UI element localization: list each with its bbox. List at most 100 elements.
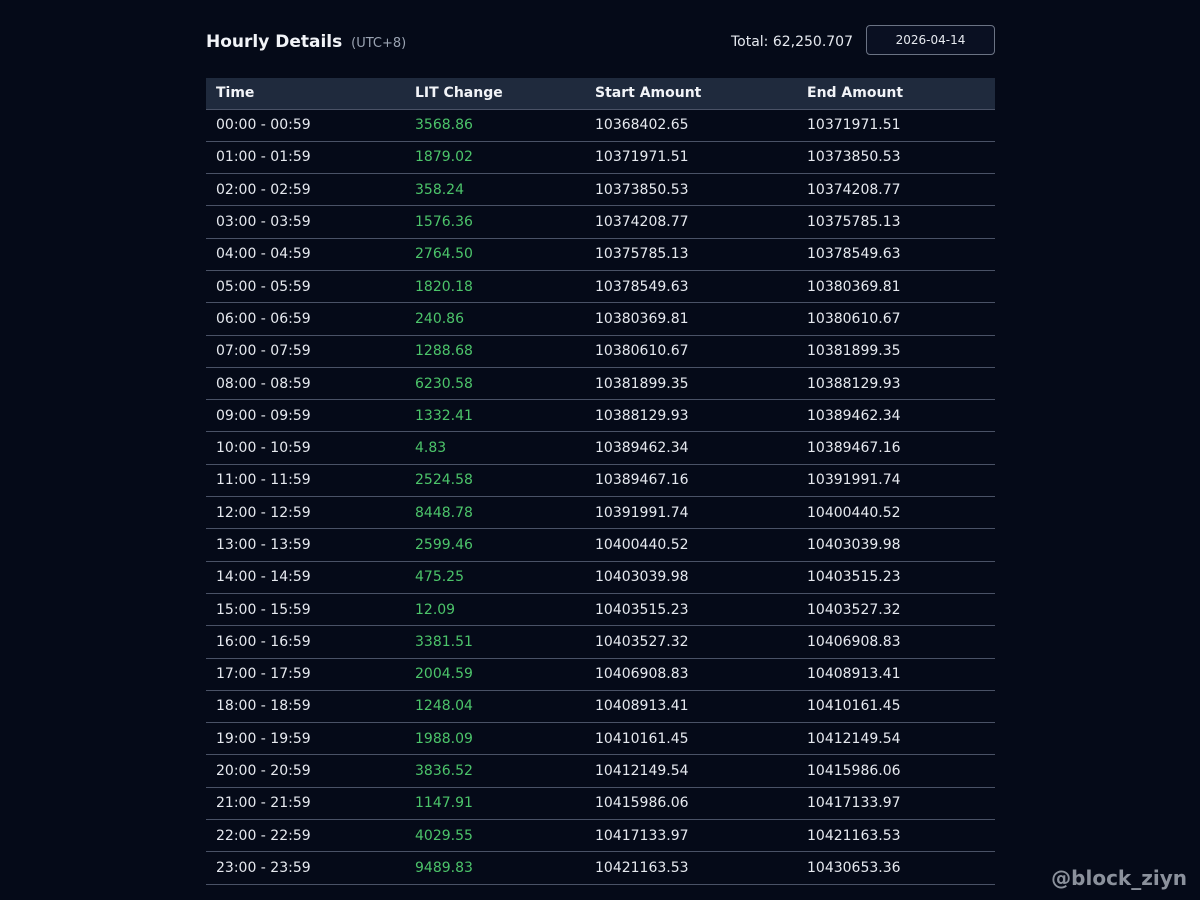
end-amount-cell: 10410161.45: [797, 690, 995, 724]
column-header-start-amount: Start Amount: [585, 78, 797, 110]
time-cell: 00:00 - 00:59: [206, 109, 405, 142]
time-cell: 13:00 - 13:59: [206, 528, 405, 562]
end-amount-cell: 10378549.63: [797, 238, 995, 271]
lit-change-cell: 1879.02: [405, 141, 585, 175]
start-amount-cell: 10371971.51: [585, 141, 797, 175]
lit-change-cell: 240.86: [405, 302, 585, 336]
table-row: 12:00 - 12:59 8448.78 10391991.74 10400440.…: [206, 496, 995, 530]
time-cell: 06:00 - 06:59: [206, 302, 405, 336]
table-row: 05:00 - 05:59 1820.18 10378549.63 10380369.…: [206, 270, 995, 304]
end-amount-cell: 10389467.16: [797, 431, 995, 465]
start-amount-cell: 10406908.83: [585, 658, 797, 691]
start-amount-cell: 10400440.52: [585, 528, 797, 562]
table-row: 10:00 - 10:59 4.83 10389462.34 10389467.16: [206, 431, 995, 465]
start-amount-cell: 10378549.63: [585, 270, 797, 304]
table-row: 19:00 - 19:59 1988.09 10410161.45 10412149.…: [206, 722, 995, 756]
end-amount-cell: 10412149.54: [797, 722, 995, 756]
page-title: Hourly Details (UTC+8): [206, 32, 406, 52]
table-row: 08:00 - 08:59 6230.58 10381899.35 10388129.…: [206, 367, 995, 401]
time-cell: 16:00 - 16:59: [206, 625, 405, 659]
time-cell: 11:00 - 11:59: [206, 464, 405, 498]
table-row: 17:00 - 17:59 2004.59 10406908.83 10408913.…: [206, 658, 995, 691]
table-row: 03:00 - 03:59 1576.36 10374208.77 10375785.…: [206, 205, 995, 239]
end-amount-cell: 10430653.36: [797, 851, 995, 885]
table-row: 04:00 - 04:59 2764.50 10375785.13 10378549.…: [206, 238, 995, 271]
start-amount-cell: 10374208.77: [585, 205, 797, 239]
time-cell: 04:00 - 04:59: [206, 238, 405, 271]
end-amount-cell: 10403527.32: [797, 593, 995, 627]
time-cell: 23:00 - 23:59: [206, 851, 405, 885]
lit-change-cell: 3568.86: [405, 109, 585, 142]
end-amount-cell: 10374208.77: [797, 173, 995, 207]
start-amount-cell: 10403039.98: [585, 561, 797, 594]
time-cell: 09:00 - 09:59: [206, 399, 405, 433]
hourly-table: Time LIT Change Start Amount End Amount …: [206, 78, 995, 885]
start-amount-cell: 10421163.53: [585, 851, 797, 885]
table-row: 20:00 - 20:59 3836.52 10412149.54 10415986.…: [206, 754, 995, 788]
column-header-end-amount: End Amount: [797, 78, 995, 110]
lit-change-cell: 1288.68: [405, 335, 585, 368]
lit-change-cell: 6230.58: [405, 367, 585, 401]
table-row: 15:00 - 15:59 12.09 10403515.23 10403527.32: [206, 593, 995, 627]
time-cell: 02:00 - 02:59: [206, 173, 405, 207]
lit-change-cell: 1248.04: [405, 690, 585, 724]
lit-change-cell: 3836.52: [405, 754, 585, 788]
time-cell: 07:00 - 07:59: [206, 335, 405, 368]
start-amount-cell: 10403527.32: [585, 625, 797, 659]
end-amount-cell: 10403039.98: [797, 528, 995, 562]
end-amount-cell: 10380610.67: [797, 302, 995, 336]
time-cell: 10:00 - 10:59: [206, 431, 405, 465]
lit-change-cell: 4029.55: [405, 819, 585, 853]
end-amount-cell: 10388129.93: [797, 367, 995, 401]
start-amount-cell: 10375785.13: [585, 238, 797, 271]
time-cell: 21:00 - 21:59: [206, 787, 405, 821]
table-row: 06:00 - 06:59 240.86 10380369.81 10380610.6…: [206, 302, 995, 336]
start-amount-cell: 10388129.93: [585, 399, 797, 433]
table-row: 07:00 - 07:59 1288.68 10380610.67 10381899.…: [206, 335, 995, 368]
column-header-time: Time: [206, 78, 405, 110]
lit-change-cell: 4.83: [405, 431, 585, 465]
end-amount-cell: 10375785.13: [797, 205, 995, 239]
start-amount-cell: 10368402.65: [585, 109, 797, 142]
start-amount-cell: 10373850.53: [585, 173, 797, 207]
end-amount-cell: 10406908.83: [797, 625, 995, 659]
end-amount-cell: 10381899.35: [797, 335, 995, 368]
table-row: 09:00 - 09:59 1332.41 10388129.93 10389462.…: [206, 399, 995, 433]
start-amount-cell: 10415986.06: [585, 787, 797, 821]
lit-change-cell: 1332.41: [405, 399, 585, 433]
start-amount-cell: 10408913.41: [585, 690, 797, 724]
column-header-lit-change: LIT Change: [405, 78, 585, 110]
table-row: 21:00 - 21:59 1147.91 10415986.06 10417133.…: [206, 787, 995, 821]
lit-change-cell: 1576.36: [405, 205, 585, 239]
start-amount-cell: 10403515.23: [585, 593, 797, 627]
table-row: 16:00 - 16:59 3381.51 10403527.32 10406908.…: [206, 625, 995, 659]
end-amount-cell: 10380369.81: [797, 270, 995, 304]
page-title-text: Hourly Details: [206, 32, 343, 52]
table-row: 22:00 - 22:59 4029.55 10417133.97 10421163.…: [206, 819, 995, 853]
start-amount-cell: 10417133.97: [585, 819, 797, 853]
lit-change-cell: 358.24: [405, 173, 585, 207]
lit-change-cell: 9489.83: [405, 851, 585, 885]
timezone-label: (UTC+8): [351, 36, 407, 51]
table-row: 23:00 - 23:59 9489.83 10421163.53 10430653.…: [206, 851, 995, 885]
table-row: 14:00 - 14:59 475.25 10403039.98 10403515.2…: [206, 561, 995, 594]
lit-change-cell: 2524.58: [405, 464, 585, 498]
start-amount-cell: 10391991.74: [585, 496, 797, 530]
time-cell: 08:00 - 08:59: [206, 367, 405, 401]
end-amount-cell: 10417133.97: [797, 787, 995, 821]
lit-change-cell: 1988.09: [405, 722, 585, 756]
start-amount-cell: 10410161.45: [585, 722, 797, 756]
table-row: 01:00 - 01:59 1879.02 10371971.51 10373850.…: [206, 141, 995, 175]
start-amount-cell: 10381899.35: [585, 367, 797, 401]
lit-change-cell: 8448.78: [405, 496, 585, 530]
time-cell: 03:00 - 03:59: [206, 205, 405, 239]
end-amount-cell: 10415986.06: [797, 754, 995, 788]
time-cell: 18:00 - 18:59: [206, 690, 405, 724]
time-cell: 01:00 - 01:59: [206, 141, 405, 175]
time-cell: 12:00 - 12:59: [206, 496, 405, 530]
time-cell: 22:00 - 22:59: [206, 819, 405, 853]
start-amount-cell: 10389462.34: [585, 431, 797, 465]
lit-change-cell: 1820.18: [405, 270, 585, 304]
start-amount-cell: 10412149.54: [585, 754, 797, 788]
date-picker-button[interactable]: 2026-04-14: [866, 25, 995, 55]
